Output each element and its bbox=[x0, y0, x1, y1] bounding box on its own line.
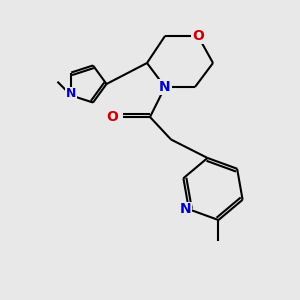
Text: N: N bbox=[159, 80, 171, 94]
Text: N: N bbox=[66, 88, 76, 100]
Text: O: O bbox=[106, 110, 119, 124]
Text: O: O bbox=[192, 29, 204, 43]
Text: N: N bbox=[180, 202, 192, 216]
